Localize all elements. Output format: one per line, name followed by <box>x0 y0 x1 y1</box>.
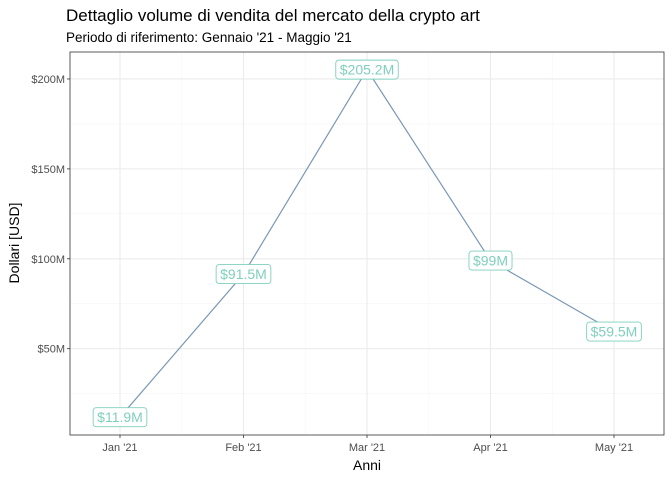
data-label-box <box>92 407 148 428</box>
data-label: $205.2M <box>335 59 399 80</box>
x-tick-label: May '21 <box>595 442 633 454</box>
y-axis: $50M $100M $150M $200M <box>31 74 70 356</box>
y-tick-label: $50M <box>37 344 65 356</box>
data-label-text: $59.5M <box>591 324 638 340</box>
data-label-text: $99M <box>473 253 508 269</box>
data-labels: $11.9M $91.5M $205.2M $99M $59.5M <box>92 59 642 428</box>
data-label-box <box>335 59 399 80</box>
x-tick-label: Jan '21 <box>102 442 137 454</box>
chart-subtitle: Periodo di riferimento: Gennaio '21 - Ma… <box>66 30 352 45</box>
data-label-text: $91.5M <box>220 266 267 282</box>
data-label: $91.5M <box>215 264 272 285</box>
data-label: $99M <box>468 250 513 271</box>
chart-title: Dettaglio volume di vendita del mercato … <box>66 6 480 25</box>
x-tick-label: Mar '21 <box>349 442 385 454</box>
x-axis-title: Anni <box>353 457 381 473</box>
data-label: $11.9M <box>92 407 148 428</box>
data-label-text: $205.2M <box>340 62 394 78</box>
x-tick-label: Apr '21 <box>473 442 508 454</box>
y-tick-label: $100M <box>31 254 65 266</box>
y-tick-label: $150M <box>31 164 65 176</box>
data-label: $59.5M <box>586 321 642 342</box>
data-label-box <box>586 321 642 342</box>
data-label-text: $11.9M <box>97 409 143 425</box>
data-label-box <box>215 264 272 285</box>
x-tick-label: Feb '21 <box>225 442 261 454</box>
data-label-box <box>468 250 513 271</box>
x-axis: Jan '21 Feb '21 Mar '21 Apr '21 May '21 <box>102 435 633 454</box>
grid <box>70 52 664 435</box>
y-tick-label: $200M <box>31 74 65 86</box>
y-axis-title: Dollari [USD] <box>6 203 22 284</box>
